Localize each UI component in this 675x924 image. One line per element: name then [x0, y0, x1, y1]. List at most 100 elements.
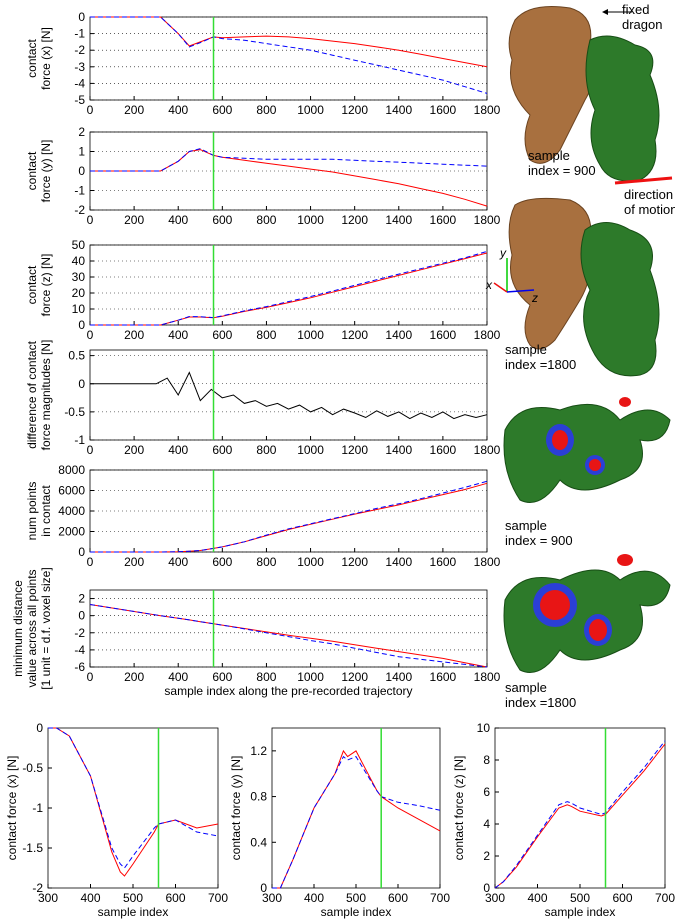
axis-letter: z: [531, 291, 538, 305]
plot-frame: [494, 727, 666, 889]
y-axis-label: force (z) [N]: [39, 254, 53, 317]
x-tick-label: 1200: [341, 670, 368, 684]
y-axis-label: contact force (x) [N]: [5, 756, 19, 861]
render-top: [508, 6, 673, 185]
y-tick-label: 10: [72, 302, 86, 316]
x-tick-label: 600: [612, 891, 632, 905]
x-tick-label: 1400: [385, 670, 412, 684]
y-tick-label: 8000: [58, 463, 85, 477]
y-tick-label: 6: [483, 785, 490, 799]
series-line: [272, 755, 441, 889]
x-tick-label: 700: [430, 891, 450, 905]
y-axis-label: contact force (y) [N]: [229, 756, 243, 861]
series-line: [48, 727, 219, 869]
y-tick-label: 1.2: [250, 744, 267, 758]
x-tick-label: 0: [87, 328, 94, 342]
axis-letter: y: [499, 246, 507, 260]
x-tick-label: 400: [304, 891, 324, 905]
y-tick-label: 0: [78, 164, 85, 178]
image-label: direction: [624, 187, 673, 202]
y-tick-label: -0.5: [64, 405, 85, 419]
x-tick-label: 1200: [341, 555, 368, 569]
y-tick-label: 0: [78, 609, 85, 623]
x-tick-label: 600: [212, 103, 232, 117]
plot-frame: [89, 469, 488, 553]
x-tick-label: 1000: [297, 555, 324, 569]
x-axis-label: sample index: [545, 905, 616, 919]
x-tick-label: 400: [168, 213, 188, 227]
x-tick-label: 600: [212, 328, 232, 342]
x-tick-label: 0: [87, 670, 94, 684]
x-tick-label: 600: [212, 670, 232, 684]
x-tick-label: 600: [212, 443, 232, 457]
x-tick-label: 1800: [474, 103, 501, 117]
x-tick-label: 300: [262, 891, 282, 905]
y-tick-label: 4: [483, 817, 490, 831]
x-tick-label: 1800: [474, 443, 501, 457]
y-tick-label: 2: [483, 849, 490, 863]
plot-frame: [47, 727, 219, 889]
plot-frame: [89, 589, 488, 668]
x-tick-label: 300: [485, 891, 505, 905]
y-tick-label: 0: [78, 377, 85, 391]
image-label: index = 900: [505, 533, 573, 548]
y-axis-label: in contact: [39, 485, 53, 537]
y-tick-label: 0: [78, 545, 85, 559]
x-tick-label: 1600: [430, 213, 457, 227]
x-axis-label: sample index: [98, 905, 169, 919]
image-label: index = 900: [528, 163, 596, 178]
image-label: fixed: [622, 2, 649, 17]
x-tick-label: 1600: [430, 555, 457, 569]
y-tick-label: 4000: [58, 504, 85, 518]
x-tick-label: 200: [124, 555, 144, 569]
x-tick-label: 800: [256, 103, 276, 117]
x-tick-label: 1600: [430, 443, 457, 457]
y-tick-label: 2: [78, 592, 85, 606]
y-tick-label: 0: [78, 318, 85, 332]
y-tick-label: 0: [78, 10, 85, 24]
image-label: dragon: [622, 17, 662, 32]
x-tick-label: 800: [256, 670, 276, 684]
y-axis-label: contact: [25, 151, 39, 190]
y-tick-label: -1: [32, 801, 43, 815]
x-tick-label: 0: [87, 213, 94, 227]
y-tick-label: 20: [72, 286, 86, 300]
x-tick-label: 800: [256, 213, 276, 227]
series-line: [494, 740, 666, 889]
render-second: [493, 197, 660, 377]
x-tick-label: 400: [168, 328, 188, 342]
series-line: [90, 149, 488, 207]
x-tick-label: 1600: [430, 670, 457, 684]
image-label: sample: [505, 518, 547, 533]
y-tick-label: -2: [74, 203, 85, 217]
x-tick-label: 400: [80, 891, 100, 905]
y-tick-label: 0: [483, 881, 490, 895]
series-line: [48, 727, 219, 877]
x-tick-label: 400: [527, 891, 547, 905]
x-tick-label: 1200: [341, 213, 368, 227]
y-tick-label: 2: [78, 125, 85, 139]
x-tick-label: 400: [168, 670, 188, 684]
y-tick-label: 6000: [58, 484, 85, 498]
x-tick-label: 400: [168, 443, 188, 457]
image-label: sample: [528, 148, 570, 163]
y-tick-label: 0.4: [250, 835, 267, 849]
series-line: [494, 743, 666, 889]
x-tick-label: 0: [87, 443, 94, 457]
y-axis-label: num points: [25, 482, 39, 541]
plot-frame: [89, 16, 488, 101]
x-tick-label: 800: [256, 328, 276, 342]
x-tick-label: 1400: [385, 555, 412, 569]
x-tick-label: 300: [38, 891, 58, 905]
plot-frame: [89, 244, 488, 326]
y-tick-label: -6: [74, 660, 85, 674]
series-line: [90, 252, 488, 326]
plot-frame: [271, 727, 441, 889]
image-label: index =1800: [505, 357, 576, 372]
y-tick-label: -2: [74, 43, 85, 57]
y-tick-label: -4: [74, 76, 85, 90]
series-line: [90, 16, 488, 68]
x-tick-label: 200: [124, 670, 144, 684]
x-tick-label: 200: [124, 103, 144, 117]
